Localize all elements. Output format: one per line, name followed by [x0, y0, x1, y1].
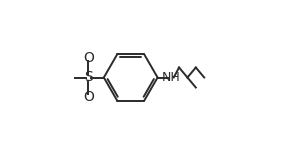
Text: S: S	[84, 71, 93, 84]
Text: O: O	[83, 90, 94, 104]
Text: NH: NH	[161, 71, 180, 84]
Text: O: O	[83, 51, 94, 65]
